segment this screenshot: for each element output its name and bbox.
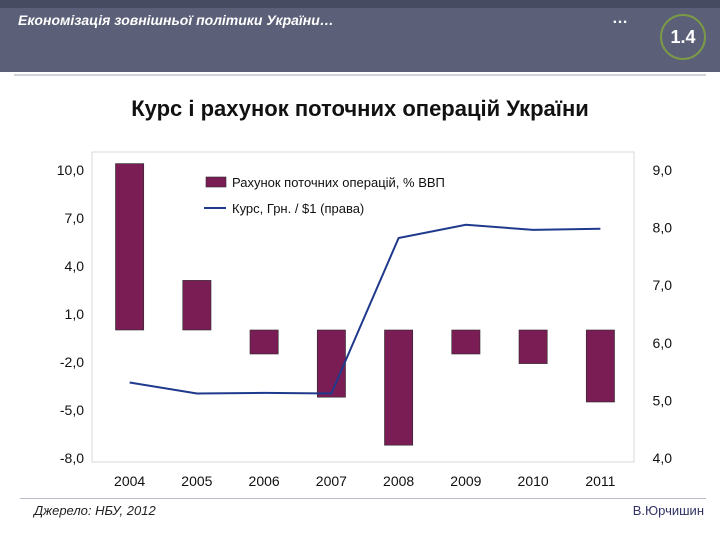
- bar-2008: [384, 329, 414, 446]
- left-axis-tick-label: -8,0: [60, 450, 84, 466]
- legend-line-label: Курс, Грн. / $1 (права): [232, 201, 364, 216]
- right-axis-tick-label: 7,0: [653, 277, 673, 293]
- chart-title: Курс і рахунок поточних операцій України: [131, 96, 589, 121]
- left-axis-tick-label: 1,0: [65, 306, 85, 322]
- legend-bar-label: Рахунок поточних операцій, % ВВП: [232, 175, 445, 190]
- x-tick-label: 2010: [518, 473, 549, 489]
- bar-2009: [451, 329, 481, 355]
- right-axis-tick-label: 8,0: [653, 220, 673, 236]
- x-tick-label: 2007: [316, 473, 347, 489]
- source-note: Джерело: НБУ, 2012: [34, 503, 156, 518]
- right-axis-tick-label: 9,0: [653, 162, 673, 178]
- more-dots: …: [612, 10, 629, 27]
- exchange-rate-line: [129, 223, 601, 395]
- bar-2011: [585, 329, 615, 403]
- footer-separator: [20, 498, 706, 499]
- header-bar: [0, 0, 720, 72]
- left-axis-tick-label: -5,0: [60, 402, 84, 418]
- right-axis-tick-label: 5,0: [653, 392, 673, 408]
- slide-title: Економізація зовнішньої політики України…: [18, 12, 334, 28]
- x-tick-label: 2006: [249, 473, 280, 489]
- bar-2007: [316, 329, 346, 398]
- bar-2010: [518, 329, 548, 364]
- bar-2005: [182, 280, 212, 331]
- x-tick-label: 2011: [585, 473, 615, 489]
- x-tick-label: 2008: [383, 473, 414, 489]
- x-tick-label: 2005: [181, 473, 212, 489]
- author-name: В.Юрчишин: [632, 503, 704, 518]
- x-tick-label: 2004: [114, 473, 145, 489]
- left-axis-tick-label: 10,0: [57, 162, 84, 178]
- header-separator: [14, 74, 706, 76]
- legend-bar-swatch: [205, 176, 227, 188]
- left-axis-tick-label: 4,0: [65, 258, 85, 274]
- left-axis-tick-label: 7,0: [65, 210, 85, 226]
- left-axis-tick-label: -2,0: [60, 354, 84, 370]
- header-strip: [0, 0, 720, 8]
- bar-2006: [249, 329, 279, 355]
- slide-number-badge: 1.4: [660, 14, 706, 60]
- right-axis-tick-label: 6,0: [653, 335, 673, 351]
- right-axis-tick-label: 4,0: [653, 450, 673, 466]
- plot-frame: [91, 151, 635, 463]
- bar-2004: [115, 163, 145, 331]
- x-tick-label: 2009: [450, 473, 481, 489]
